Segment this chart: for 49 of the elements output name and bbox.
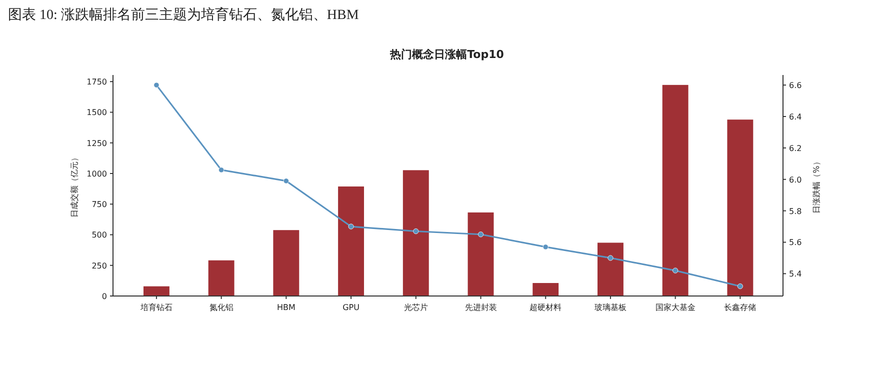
point — [542, 244, 548, 250]
y2-tick-label: 5.4 — [789, 270, 802, 279]
x-tick-label: 氮化铝 — [209, 303, 234, 312]
y2-tick-label: 5.6 — [789, 238, 802, 248]
bar — [532, 283, 559, 296]
y-tick-label: 1750 — [86, 78, 107, 87]
point — [737, 283, 743, 290]
point — [672, 268, 678, 274]
bar — [402, 170, 429, 296]
y2-tick-label: 6.2 — [789, 144, 802, 153]
y-tick-label: 500 — [92, 230, 107, 240]
bar — [338, 186, 364, 296]
y-tick-label: 1250 — [86, 138, 107, 148]
y-tick-label: 750 — [92, 200, 107, 210]
bar — [468, 212, 494, 296]
point — [283, 178, 289, 184]
y-tick-label: 0 — [102, 292, 107, 301]
x-tick-label: GPU — [342, 303, 360, 312]
y2-tick-label: 6.4 — [789, 112, 802, 122]
y-tick-label: 1500 — [86, 108, 107, 118]
x-tick-label: 培育钻石 — [139, 303, 172, 312]
chart-subtitle: 热门概念日涨幅Top10 — [389, 48, 504, 61]
x-tick-label: HBM — [276, 303, 296, 312]
x-tick-label: 超硬材料 — [530, 303, 562, 312]
bar — [662, 84, 688, 296]
bar — [273, 230, 300, 296]
chart-title: 图表 10: 涨跌幅排名前三主题为培育钻石、氮化铝、HBM — [8, 6, 360, 23]
point — [478, 232, 484, 238]
y-tick-label: 250 — [92, 261, 107, 270]
bar — [727, 120, 754, 296]
y2-tick-label: 6.6 — [789, 81, 802, 90]
y2-tick-label: 6.0 — [789, 175, 802, 184]
bar — [143, 286, 170, 296]
bar — [208, 260, 234, 296]
point — [348, 224, 354, 230]
y-tick-label: 1000 — [86, 169, 107, 178]
x-tick-label: 玻璃基板 — [594, 303, 626, 312]
point — [154, 82, 160, 88]
point — [608, 255, 614, 261]
x-tick-label: 光芯片 — [404, 303, 428, 312]
x-tick-label: 国家大基金 — [655, 303, 696, 312]
bar — [598, 242, 624, 296]
x-tick-label: 先进封装 — [464, 303, 497, 312]
point — [413, 228, 419, 234]
point — [218, 167, 224, 173]
y2-axis-title: 日涨跌幅（%） — [812, 158, 821, 214]
x-tick-label: 长鑫存储 — [724, 303, 756, 312]
y2-tick-label: 5.8 — [789, 206, 802, 216]
y-axis-title: 日成交额（亿元） — [70, 154, 79, 218]
